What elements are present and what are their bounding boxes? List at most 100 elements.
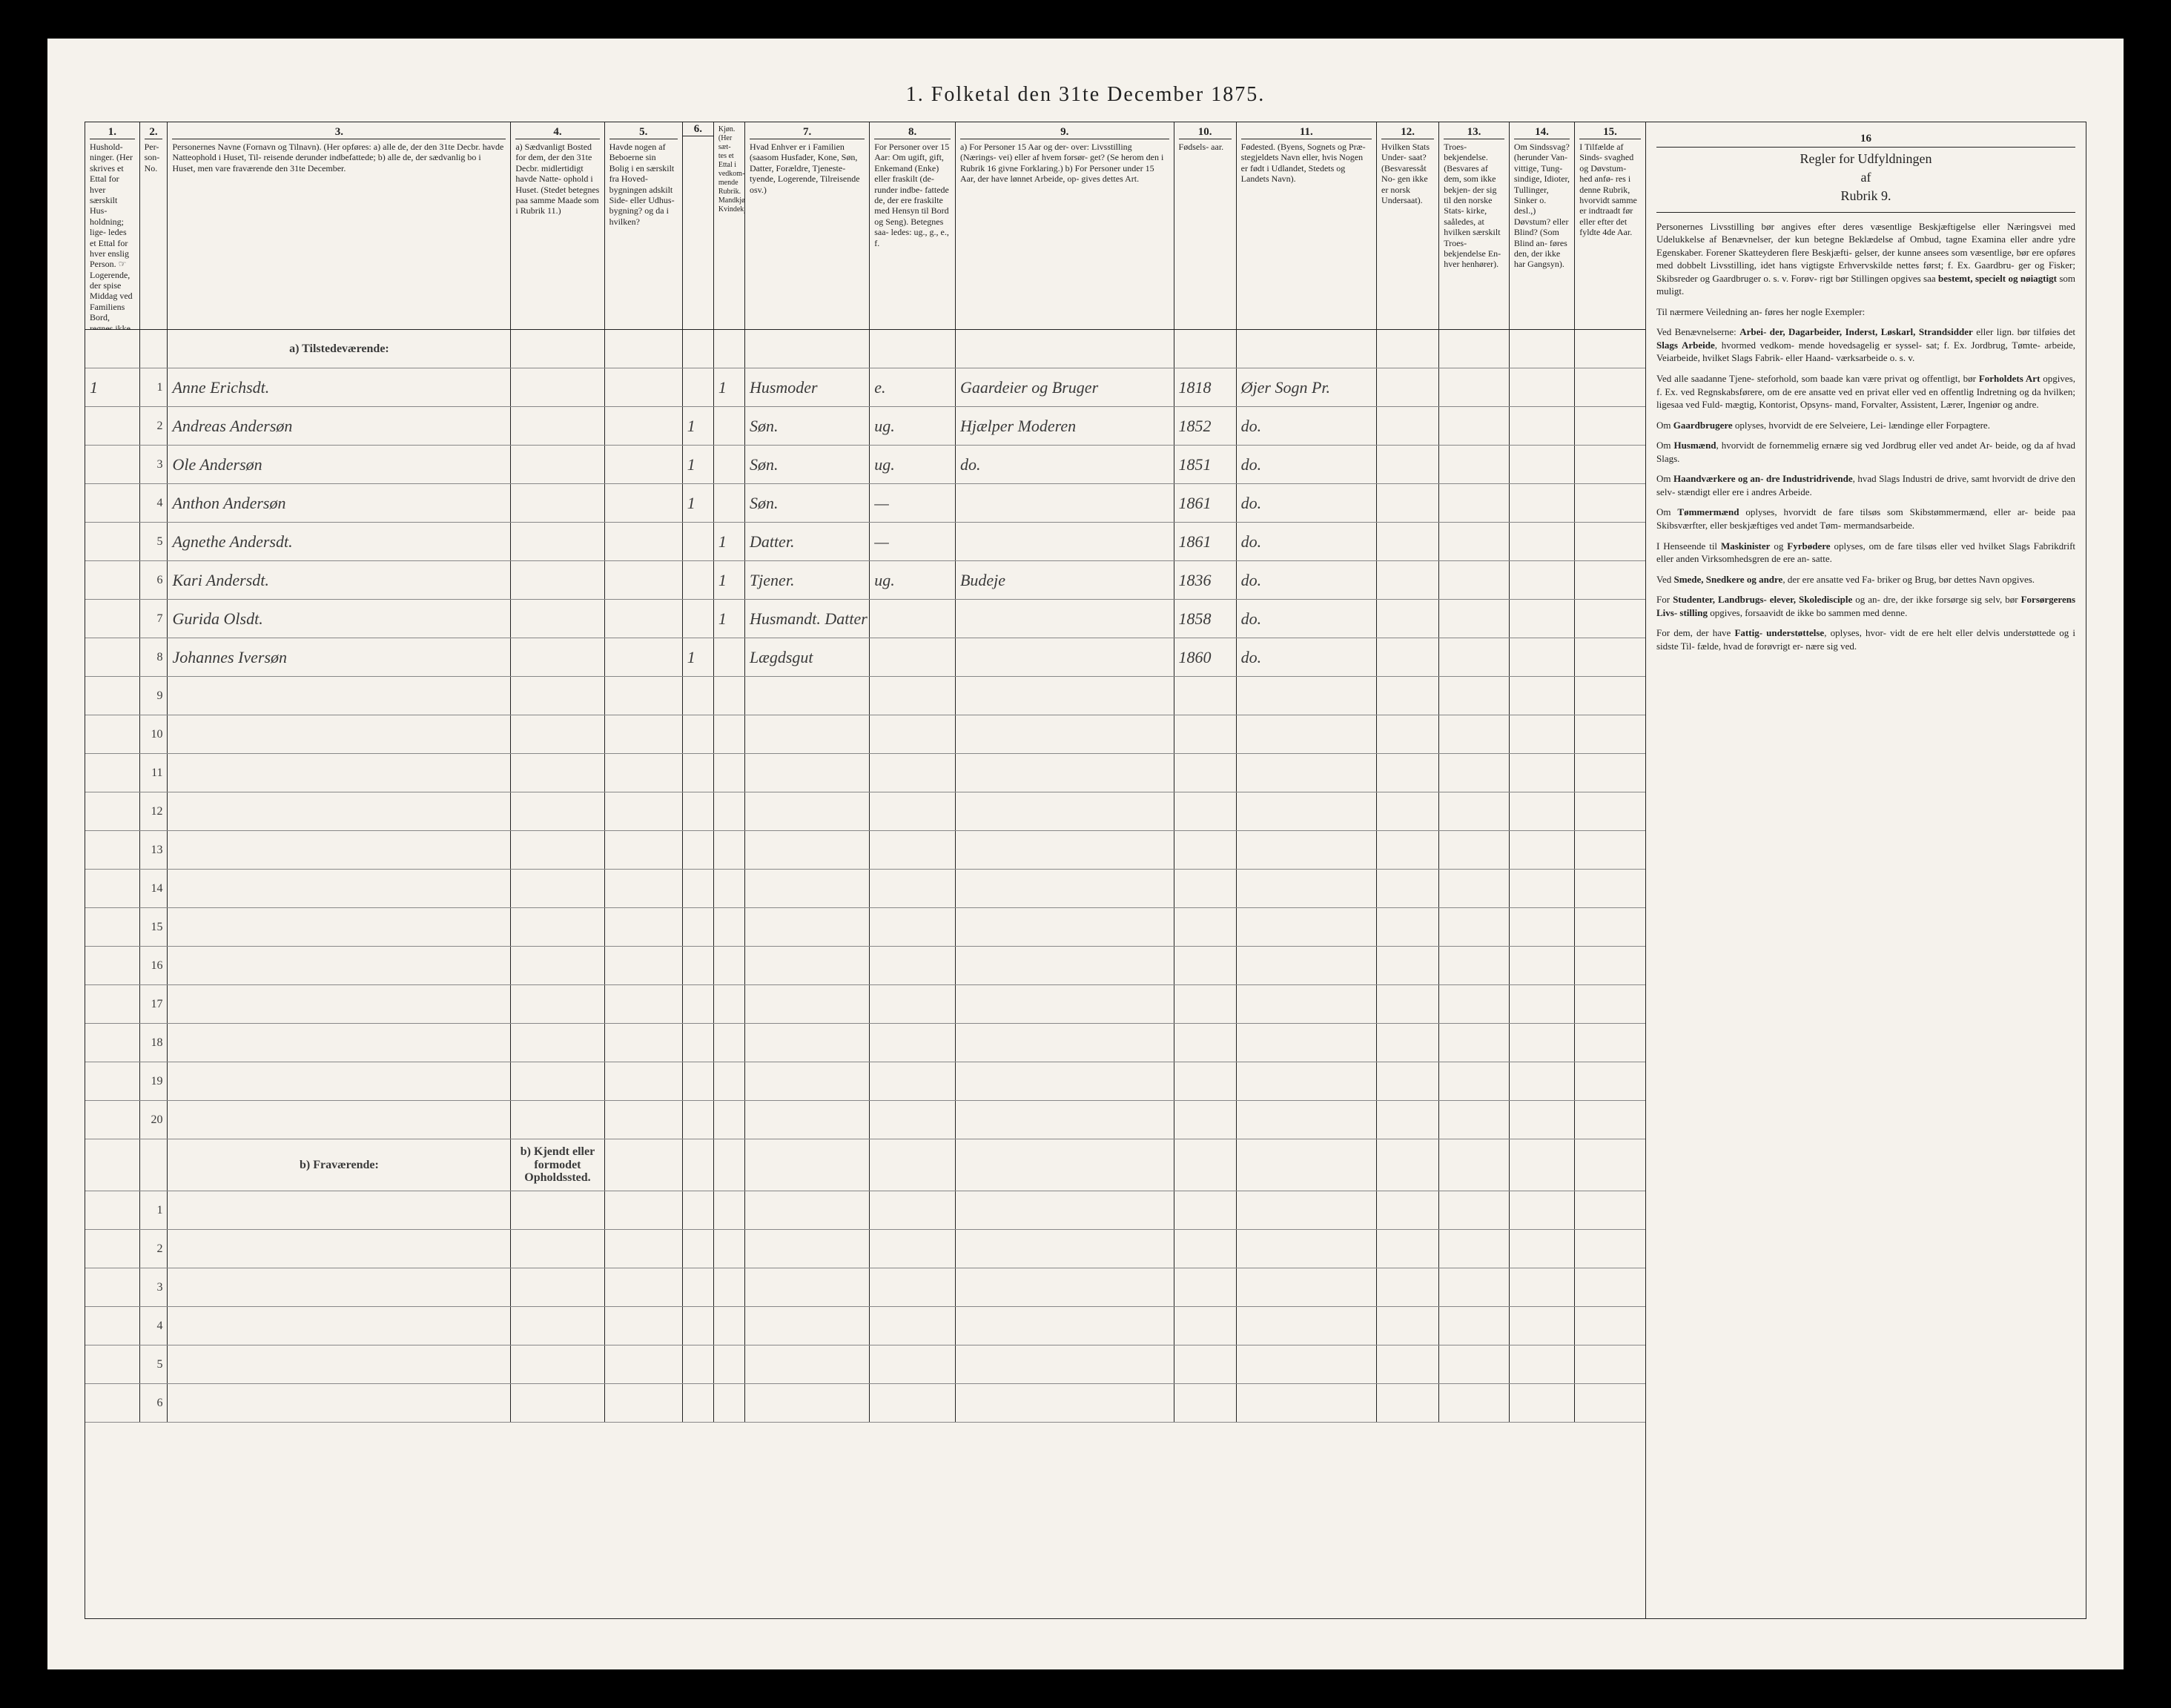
cell	[1575, 1345, 1645, 1383]
cell: 1	[714, 561, 745, 599]
cell	[956, 715, 1174, 753]
colhead-5: Havde nogen af Beboerne sin Bolig i en s…	[609, 142, 678, 227]
cell	[605, 407, 683, 445]
cell: do.	[1237, 523, 1377, 560]
cell	[1575, 1384, 1645, 1422]
instruction-para: For dem, der have Fattig- understøttelse…	[1656, 626, 2075, 652]
cell	[85, 947, 140, 984]
cell	[605, 638, 683, 676]
cell	[1237, 1062, 1377, 1100]
colhead-14: Om Sindssvag? (herunder Van- vittige, Tu…	[1514, 142, 1570, 270]
cell	[1575, 908, 1645, 946]
colnum-1: 1.	[90, 125, 135, 139]
cell	[1377, 1062, 1439, 1100]
cell: 1818	[1174, 368, 1237, 406]
cell	[1575, 368, 1645, 406]
cell	[511, 1384, 604, 1422]
cell	[605, 1101, 683, 1139]
cell	[511, 368, 604, 406]
cell	[870, 947, 956, 984]
cell	[511, 985, 604, 1023]
cell	[956, 600, 1174, 638]
cell	[511, 523, 604, 560]
colnum-7: 7.	[750, 125, 865, 139]
cell	[511, 947, 604, 984]
cell	[1510, 561, 1575, 599]
cell	[168, 1307, 511, 1345]
cell: Datter.	[745, 523, 870, 560]
cell	[870, 870, 956, 907]
cell	[683, 1024, 714, 1062]
section-a-row: a) Tilstedeværende:	[85, 330, 1645, 368]
cell	[1174, 1384, 1237, 1422]
cell	[1439, 330, 1510, 368]
cell	[168, 792, 511, 830]
cell	[168, 1024, 511, 1062]
cell	[85, 908, 140, 946]
cell: 1861	[1174, 484, 1237, 522]
colnum-8: 8.	[874, 125, 951, 139]
cell: 1858	[1174, 600, 1237, 638]
cell	[1439, 831, 1510, 869]
cell	[1439, 1191, 1510, 1229]
cell	[714, 1062, 745, 1100]
cell	[1174, 1230, 1237, 1268]
cell	[1439, 1024, 1510, 1062]
cell	[605, 677, 683, 715]
cell	[870, 1230, 956, 1268]
table-row: 1	[85, 1191, 1645, 1230]
cell	[1237, 1191, 1377, 1229]
cell	[1237, 1139, 1377, 1191]
cell	[168, 1268, 511, 1306]
cell	[1377, 985, 1439, 1023]
cell	[1174, 1307, 1237, 1345]
cell	[85, 715, 140, 753]
table-row: 2Andreas Andersøn1Søn.ug.Hjælper Moderen…	[85, 407, 1645, 446]
cell	[1174, 908, 1237, 946]
cell	[956, 638, 1174, 676]
cell	[1174, 1268, 1237, 1306]
cell: 1	[140, 368, 168, 406]
cell	[1237, 792, 1377, 830]
cell	[956, 1345, 1174, 1383]
cell	[1237, 1230, 1377, 1268]
cell	[956, 792, 1174, 830]
cell	[1439, 368, 1510, 406]
cell	[1510, 1384, 1575, 1422]
cell: Tjener.	[745, 561, 870, 599]
cell	[956, 1024, 1174, 1062]
cell	[168, 908, 511, 946]
cell	[1439, 1268, 1510, 1306]
cell: Gaardeier og Bruger	[956, 368, 1174, 406]
cell: 1	[714, 368, 745, 406]
cell	[870, 330, 956, 368]
cell	[1377, 1101, 1439, 1139]
cell	[605, 908, 683, 946]
cell: 13	[140, 831, 168, 869]
cell	[956, 1384, 1174, 1422]
cell	[683, 1101, 714, 1139]
cell	[1575, 985, 1645, 1023]
instruction-para: I Henseende til Maskinister og Fyrbødere…	[1656, 540, 2075, 566]
cell	[1510, 1307, 1575, 1345]
cell	[745, 715, 870, 753]
cell	[956, 677, 1174, 715]
cell	[605, 947, 683, 984]
table-row: 12	[85, 792, 1645, 831]
cell	[511, 831, 604, 869]
right-page: 16 Regler for Udfyldningen af Rubrik 9. …	[1646, 122, 2086, 1619]
cell	[511, 1268, 604, 1306]
cell	[1237, 1345, 1377, 1383]
cell	[714, 1024, 745, 1062]
right-col-text: Personernes Livsstilling bør angives eft…	[1656, 220, 2075, 653]
cell	[1377, 638, 1439, 676]
cell: 1851	[1174, 446, 1237, 483]
cell	[870, 1062, 956, 1100]
cell	[1439, 1384, 1510, 1422]
cell: Søn.	[745, 484, 870, 522]
column-headers: 1.Hushold- ninger. (Her skrives et Ettal…	[85, 122, 1645, 330]
cell: 11	[140, 754, 168, 792]
cell	[745, 677, 870, 715]
cell	[1510, 1024, 1575, 1062]
cell	[1575, 754, 1645, 792]
